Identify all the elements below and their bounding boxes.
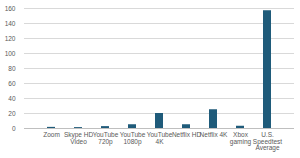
svg-text:Skype HDVideo: Skype HDVideo xyxy=(64,131,94,145)
svg-text:120: 120 xyxy=(5,35,16,42)
svg-text:80: 80 xyxy=(8,65,16,72)
svg-text:100: 100 xyxy=(5,50,16,57)
svg-text:Xboxgaming: Xboxgaming xyxy=(230,131,252,146)
svg-text:YouTube1080p: YouTube1080p xyxy=(120,131,146,146)
svg-text:160: 160 xyxy=(5,5,16,12)
svg-text:140: 140 xyxy=(5,20,16,27)
svg-text:YouTube720p: YouTube720p xyxy=(93,131,119,146)
svg-text:40: 40 xyxy=(8,95,16,102)
svg-text:20: 20 xyxy=(8,110,16,117)
svg-text:U.S.SpeedtestAverage: U.S.SpeedtestAverage xyxy=(253,131,282,152)
svg-text:Netflix HD: Netflix HD xyxy=(172,131,202,138)
svg-text:Netflix 4K: Netflix 4K xyxy=(200,131,228,138)
svg-text:YouTube4K: YouTube4K xyxy=(147,131,173,145)
svg-text:Zoom: Zoom xyxy=(43,131,60,138)
svg-text:0: 0 xyxy=(12,125,16,132)
svg-text:60: 60 xyxy=(8,80,16,87)
